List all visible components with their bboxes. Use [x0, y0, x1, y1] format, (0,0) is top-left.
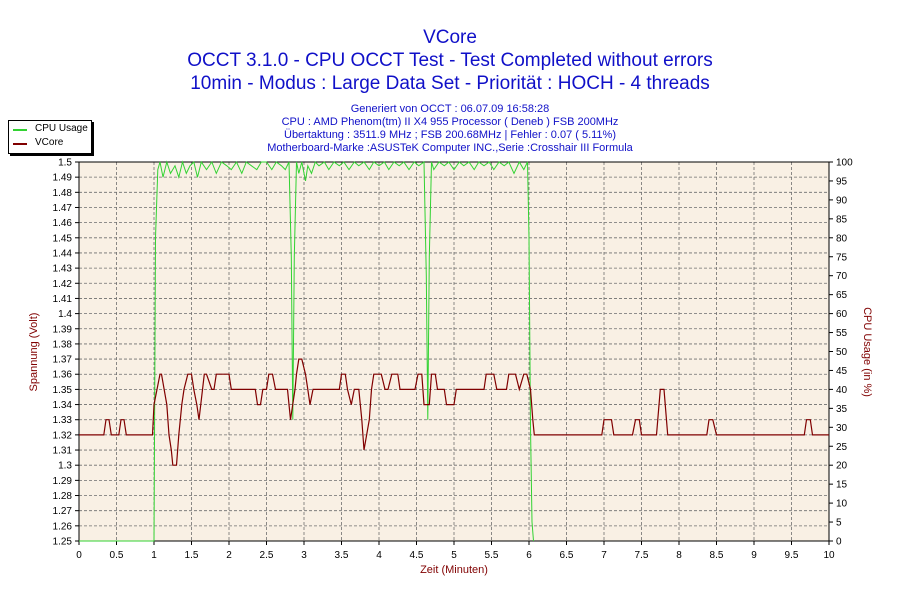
y-axis-left: 1.25 1.26 1.27 1.28 1.29 1.3 1.31 1.32 1.33 1.34 1…: [53, 158, 79, 548]
y-tick-label: 1.26: [53, 521, 73, 532]
y2-tick-label: 20: [836, 461, 848, 472]
y2-tick-label: 45: [836, 366, 848, 377]
chart-subtitle-overclock: Übertaktung : 3511.9 MHz ; FSB 200.68MHz…: [284, 129, 616, 141]
y2-tick-label: 40: [836, 385, 848, 396]
y-tick-label: 1.46: [53, 218, 73, 229]
y2-tick-label: 100: [836, 158, 853, 169]
y2-tick-label: 30: [836, 423, 848, 434]
y2-tick-label: 25: [836, 442, 848, 453]
x-tick-label: 2.5: [260, 550, 274, 561]
y-tick-label: 1.31: [53, 446, 73, 457]
y2-tick-label: 70: [836, 271, 848, 282]
x-tick-label: 7.5: [635, 550, 649, 561]
chart-subtitle-cpu: CPU : AMD Phenom(tm) II X4 955 Processor…: [281, 116, 619, 128]
y-tick-label: 1.47: [53, 203, 73, 214]
x-tick-label: 3: [301, 550, 307, 561]
chart-title-line-3: 10min - Modus : Large Data Set - Priorit…: [190, 73, 710, 94]
chart-title-line-2: OCCT 3.1.0 - CPU OCCT Test - Test Comple…: [187, 50, 713, 71]
y-tick-label: 1.3: [58, 461, 72, 472]
x-tick-label: 8: [676, 550, 682, 561]
x-tick-label: 5: [451, 550, 457, 561]
legend-label-vcore: VCore: [35, 137, 64, 148]
y2-tick-label: 55: [836, 328, 848, 339]
y-tick-label: 1.44: [53, 248, 73, 259]
y-tick-label: 1.41: [53, 294, 73, 305]
y2-tick-label: 95: [836, 176, 848, 187]
series-line-cpu-usage: [79, 160, 534, 542]
y-tick-label: 1.48: [53, 188, 73, 199]
y-tick-label: 1.25: [53, 537, 73, 548]
x-tick-label: 4: [376, 550, 382, 561]
y-tick-label: 1.28: [53, 491, 73, 502]
legend-swatch-vcore: [13, 143, 27, 145]
y-tick-label: 1.4: [58, 309, 72, 320]
series-line-vcore: [79, 358, 829, 466]
x-tick-label: 1: [151, 550, 157, 561]
y2-tick-label: 90: [836, 195, 848, 206]
y-axis-label: Spannung (Volt): [28, 313, 40, 392]
x-tick-label: 8.5: [710, 550, 724, 561]
y2-tick-label: 15: [836, 480, 848, 491]
y-tick-label: 1.32: [53, 430, 73, 441]
chart-title: VCore: [423, 27, 477, 48]
x-tick-label: 1.5: [185, 550, 199, 561]
x-tick-label: 0.5: [110, 550, 124, 561]
x-axis-label: Zeit (Minuten): [420, 564, 488, 576]
y2-axis-label: CPU Usage (in %): [861, 307, 873, 397]
x-tick-label: 9: [751, 550, 757, 561]
x-tick-label: 6: [526, 550, 532, 561]
x-tick-label: 4.5: [410, 550, 424, 561]
y2-tick-label: 5: [836, 518, 842, 529]
y2-tick-label: 50: [836, 347, 848, 358]
x-tick-label: 7: [601, 550, 607, 561]
y-tick-label: 1.29: [53, 476, 73, 487]
y-axis-right: 0 5 10 15 20 25 30 35 40 45 50 55 60 65 70 75 80 85 90 95 10…: [829, 158, 853, 548]
y-tick-label: 1.36: [53, 370, 73, 381]
chart-subtitle-motherboard: Motherboard-Marke :ASUSTeK Computer INC.…: [267, 142, 633, 154]
x-tick-label: 10: [823, 550, 835, 561]
x-tick-label: 2: [226, 550, 232, 561]
y-tick-label: 1.39: [53, 324, 73, 335]
y-tick-label: 1.37: [53, 355, 73, 366]
grid-lines: [79, 162, 829, 541]
y2-tick-label: 75: [836, 252, 848, 263]
x-axis: 0 0.5 1 1.5 2 2.5 3 3.5 4 4.5 5 5.5 6 6.5 7 7.5 8 8.5 9 9.5…: [76, 541, 835, 561]
y-tick-label: 1.43: [53, 264, 73, 275]
x-tick-label: 6.5: [560, 550, 574, 561]
x-tick-label: 9.5: [785, 550, 799, 561]
y-tick-label: 1.35: [53, 385, 73, 396]
y2-tick-label: 80: [836, 233, 848, 244]
chart-subtitle-generated: Generiert von OCCT : 06.07.09 16:58:28: [350, 103, 550, 115]
legend: CPU Usage VCore: [8, 120, 92, 154]
y-tick-label: 1.38: [53, 339, 73, 350]
y-tick-label: 1.5: [58, 158, 72, 169]
y2-tick-label: 85: [836, 214, 848, 225]
y2-tick-label: 65: [836, 290, 848, 301]
y2-tick-label: 60: [836, 309, 848, 320]
x-tick-label: 5.5: [485, 550, 499, 561]
y-tick-label: 1.42: [53, 279, 73, 290]
x-tick-label: 0: [76, 550, 82, 561]
legend-swatch-cpu-usage: [13, 129, 27, 131]
legend-label-cpu-usage: CPU Usage: [35, 123, 88, 134]
y-tick-label: 1.49: [53, 173, 73, 184]
y-tick-label: 1.45: [53, 233, 73, 244]
y-tick-label: 1.34: [53, 400, 73, 411]
y-tick-label: 1.33: [53, 415, 73, 426]
y2-tick-label: 35: [836, 404, 848, 415]
y-tick-label: 1.27: [53, 506, 73, 517]
y2-tick-label: 0: [836, 537, 842, 548]
y2-tick-label: 10: [836, 499, 848, 510]
x-tick-label: 3.5: [335, 550, 349, 561]
